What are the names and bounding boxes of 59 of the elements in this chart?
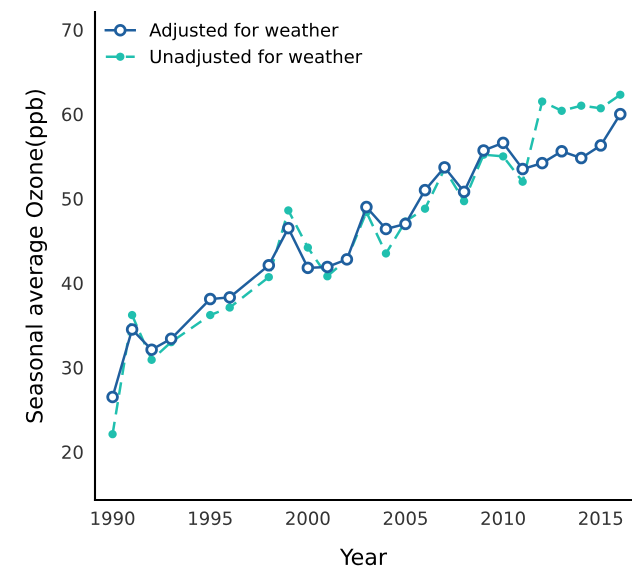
point (262, 259, 276, 272)
point (614, 108, 627, 120)
point (616, 90, 624, 99)
point (106, 390, 119, 404)
point (321, 260, 334, 274)
point (518, 178, 527, 186)
y-tick-label: 30 (62, 360, 83, 375)
x-axis-title: Year (340, 548, 388, 566)
x-tick-label: 2015 (579, 511, 622, 526)
point (108, 430, 117, 438)
x-tick-label: 1995 (189, 511, 232, 526)
point (164, 332, 178, 345)
point (380, 222, 392, 236)
point (460, 196, 468, 206)
point (223, 291, 236, 304)
point (477, 144, 490, 157)
point (594, 139, 608, 152)
point (399, 218, 412, 230)
point (323, 272, 332, 280)
point (302, 262, 314, 274)
point (558, 106, 566, 115)
legend-label: Adjusted for weather (149, 22, 338, 40)
point (360, 200, 373, 214)
point (284, 206, 292, 215)
point (498, 152, 508, 161)
point (574, 152, 588, 164)
point (458, 186, 470, 198)
point (128, 310, 136, 320)
point (536, 156, 548, 170)
point (226, 303, 234, 312)
point (145, 343, 158, 356)
x-tick-label: 2010 (481, 511, 525, 526)
point (596, 104, 605, 112)
y-tick-label: 20 (62, 445, 83, 459)
y-axis-title: Seasonal average Ozone(ppb) (26, 90, 48, 422)
point (555, 145, 568, 158)
x-tick-label: 2005 (384, 511, 427, 526)
y-tick-label: 70 (62, 23, 83, 37)
point (304, 243, 312, 252)
y-tick-label: 50 (62, 192, 83, 206)
x-tick-label: 2000 (286, 511, 330, 526)
x-tick-label: 1990 (92, 511, 134, 526)
point (418, 184, 432, 196)
y-tick-label: 60 (62, 108, 83, 122)
point (204, 292, 216, 306)
point (538, 97, 546, 106)
point (420, 204, 430, 213)
point (126, 323, 138, 336)
point (282, 222, 295, 234)
point (577, 102, 586, 110)
point (382, 249, 390, 258)
point (206, 310, 214, 320)
legend-label: Unadjusted for weather (150, 49, 362, 67)
point (438, 161, 451, 174)
point (496, 136, 510, 150)
point (147, 356, 156, 364)
point (516, 162, 529, 176)
point (264, 272, 273, 282)
y-tick-label: 40 (62, 276, 83, 290)
